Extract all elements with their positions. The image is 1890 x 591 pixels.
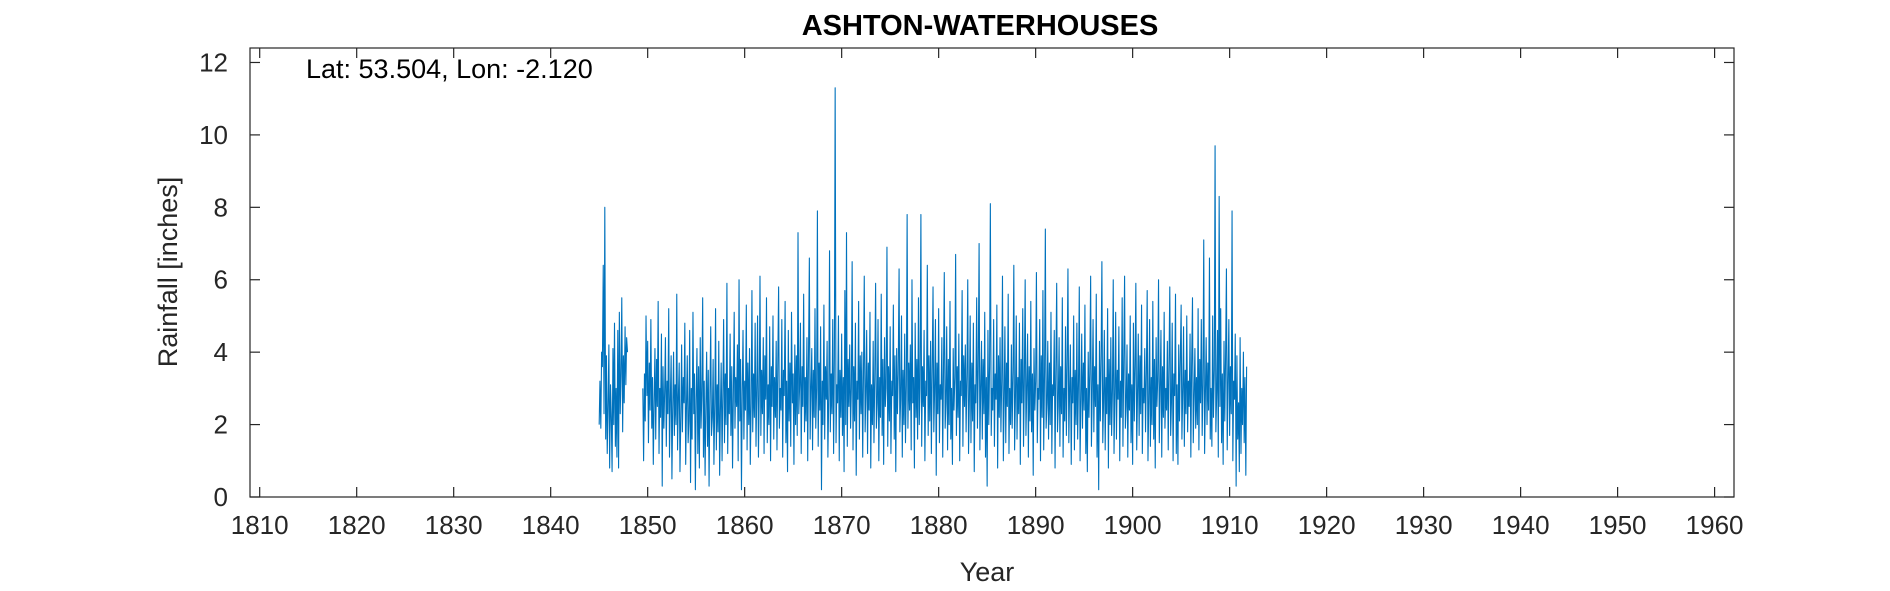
plot-area-border	[249, 47, 1735, 498]
x-tick-label: 1870	[813, 510, 871, 540]
y-axis-label: Rainfall [inches]	[153, 177, 183, 368]
x-tick-label: 1950	[1589, 510, 1647, 540]
y-tick-label: 6	[214, 265, 228, 295]
x-tick-label: 1820	[328, 510, 386, 540]
location-annotation: Lat: 53.504, Lon: -2.120	[306, 54, 593, 84]
y-tick-label: 12	[199, 47, 228, 77]
y-tick-label: 4	[214, 337, 228, 367]
x-tick-label: 1840	[522, 510, 580, 540]
x-tick-label: 1910	[1201, 510, 1259, 540]
x-tick-label: 1890	[1007, 510, 1065, 540]
x-tick-label: 1850	[619, 510, 677, 540]
x-tick-label: 1940	[1492, 510, 1550, 540]
chart-title: ASHTON-WATERHOUSES	[802, 10, 1159, 42]
y-tick-label: 10	[199, 120, 228, 150]
y-tick-label: 0	[214, 482, 228, 512]
x-tick-label: 1930	[1395, 510, 1453, 540]
x-tick-label: 1860	[716, 510, 774, 540]
x-tick-label: 1900	[1104, 510, 1162, 540]
axis-tick-labels: 1810 1820 1830 1840 1850 1860 1870 1880 1890 1900…	[199, 47, 1743, 540]
y-tick-label: 8	[214, 192, 228, 222]
y-tick-label: 2	[214, 410, 228, 440]
series-layer	[598, 87, 1248, 491]
x-tick-label: 1920	[1298, 510, 1356, 540]
x-axis-label: Year	[960, 557, 1015, 587]
axis-ticks	[250, 48, 1734, 498]
x-tick-label: 1880	[910, 510, 968, 540]
x-tick-label: 1830	[425, 510, 483, 540]
x-tick-label: 1960	[1686, 510, 1744, 540]
axes-frame	[249, 47, 1735, 498]
rainfall-series-line	[642, 87, 1248, 491]
x-tick-label: 1810	[231, 510, 289, 540]
rainfall-series-line	[598, 206, 629, 473]
